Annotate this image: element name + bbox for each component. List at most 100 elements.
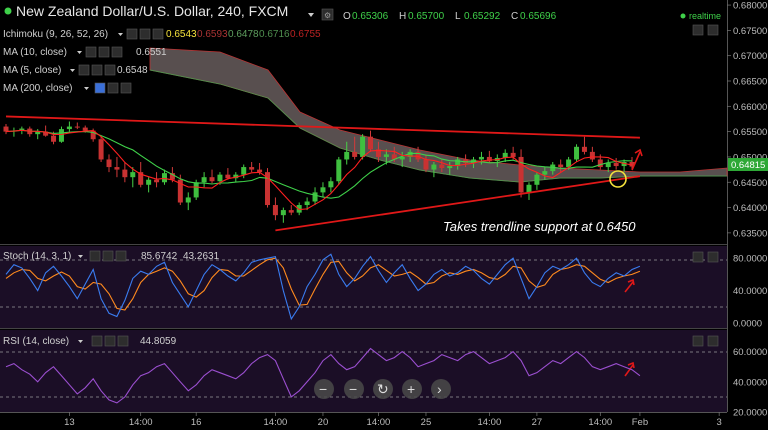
ma200-dropdown-icon[interactable] [84, 87, 89, 90]
candle-body [19, 128, 25, 131]
settings-button[interactable] [321, 8, 334, 21]
ichimoku-dropdown-icon[interactable] [118, 33, 123, 36]
candle-body [383, 154, 389, 157]
rsi-settings-button[interactable] [91, 335, 103, 347]
pane-close-button[interactable] [707, 24, 719, 36]
ichimoku-remove-button[interactable] [152, 28, 164, 40]
rsi-visibility-button[interactable] [104, 335, 116, 347]
stoch-remove-button[interactable] [115, 250, 127, 262]
time-tick-label: 14:00 [264, 417, 288, 428]
candle-body [146, 179, 152, 185]
stoch-axis[interactable]: 80.0000 40.0000 0.0000 [733, 254, 767, 330]
time-tick-label: 14:00 [367, 417, 391, 428]
zoom-in-minus-button[interactable] [344, 379, 364, 399]
pane-maximize-button[interactable] [692, 24, 704, 36]
candle-body [304, 201, 310, 206]
time-tick-label: 13 [64, 417, 75, 428]
time-axis[interactable]: 13 14:00 16 14:00 20 14:00 25 14:00 27 14:00 Feb 3 [64, 412, 722, 428]
ichimoku-value: 0.6716 [259, 29, 290, 40]
candle-body [296, 205, 302, 213]
time-tick-label: 3 [717, 417, 722, 428]
rsi-remove-button[interactable] [117, 335, 129, 347]
ichimoku-value: 0.6543 [166, 29, 197, 40]
candle-body [193, 182, 199, 198]
stoch-k-value: 85.6742 [141, 251, 178, 262]
time-tick-label: 14:00 [588, 417, 612, 428]
rsi-pane-close-button[interactable] [707, 335, 719, 347]
ma5-remove-button[interactable] [104, 64, 116, 76]
stoch-pane-maximize-button[interactable] [692, 251, 704, 263]
ma10-remove-button[interactable] [111, 46, 123, 58]
ma10-dropdown-icon[interactable] [77, 51, 82, 54]
candle-body [169, 173, 175, 180]
ichimoku-values: 0.6543 0.6593 0.6478 0.6716 0.6755 [166, 29, 321, 40]
ma5-visibility-button[interactable] [91, 64, 103, 76]
ma5-line [5, 129, 633, 211]
price-tick-label: 0.63500 [733, 228, 767, 239]
rsi-tick-label: 60.0000 [733, 347, 767, 358]
ichimoku-visibility-button[interactable] [139, 28, 151, 40]
stoch-d-line [5, 257, 641, 311]
candle-body [185, 197, 191, 203]
ma5-dropdown-icon[interactable] [70, 69, 75, 72]
stoch-pane-close-button[interactable] [707, 251, 719, 263]
candle-body [130, 172, 136, 178]
stoch-label[interactable]: Stoch (14, 3, 1) [3, 251, 71, 262]
ma10-settings-button[interactable] [85, 46, 97, 58]
trendline[interactable] [5, 115, 640, 139]
zoom-in-button[interactable] [402, 379, 422, 399]
rsi-pane-maximize-button[interactable] [692, 335, 704, 347]
candle-body [320, 187, 326, 193]
stoch-series [5, 253, 641, 321]
candle-body [114, 167, 120, 170]
stoch-dropdown-icon[interactable] [78, 255, 83, 258]
ohlc-value: 0.65700 [408, 11, 445, 22]
price-axis[interactable]: 0.68000 0.67500 0.67000 0.66500 0.66000 0.655… [727, 1, 767, 240]
candle-body [360, 136, 366, 157]
ma10-visibility-button[interactable] [98, 46, 110, 58]
candle-body [431, 164, 437, 170]
symbol-dropdown-icon[interactable] [308, 13, 314, 17]
candle-body [471, 159, 477, 164]
candle-body [478, 156, 484, 160]
rsi-label[interactable]: RSI (14, close) [3, 336, 69, 347]
candle-body [534, 174, 540, 185]
candle-body [177, 179, 183, 203]
stoch-visibility-button[interactable] [102, 250, 114, 262]
ichimoku-value: 0.6593 [197, 29, 228, 40]
zoom-in-icon: + [407, 381, 415, 397]
last-price-badge [728, 158, 768, 171]
candle-body [98, 139, 104, 160]
ma10-label[interactable]: MA (10, close) [3, 47, 67, 58]
ichimoku-label[interactable]: Ichimoku (9, 26, 52, 26) [3, 29, 108, 40]
candle-body [328, 181, 334, 188]
price-tick-label: 0.65500 [733, 127, 767, 138]
stoch-settings-button[interactable] [89, 250, 101, 262]
ohlc-readout: O 0.65306 H 0.65700 L 0.65292 C 0.65696 [343, 11, 557, 22]
ma200-settings-button[interactable] [94, 82, 106, 94]
candle-body [241, 167, 247, 175]
candle-body [415, 151, 421, 160]
ohlc-key: L [455, 11, 461, 22]
trendline[interactable] [275, 175, 641, 232]
candle-body [589, 151, 595, 160]
rsi-dropdown-icon[interactable] [78, 340, 83, 343]
symbol-title[interactable]: New Zealand Dollar/U.S. Dollar, 240, FXC… [16, 3, 288, 19]
ma200-remove-button[interactable] [120, 82, 132, 94]
candle-body [264, 172, 270, 206]
candle-body [368, 136, 374, 150]
ma200-visibility-button[interactable] [107, 82, 119, 94]
candle-body [344, 151, 350, 160]
candle-body [629, 162, 635, 167]
scroll-right-button[interactable] [431, 379, 451, 399]
zoom-out-button[interactable] [314, 379, 334, 399]
candle-body [542, 171, 548, 175]
rsi-axis[interactable]: 60.0000 40.0000 20.0000 [733, 347, 767, 418]
ma200-label[interactable]: MA (200, close) [3, 83, 72, 94]
ichimoku-settings-button[interactable] [126, 28, 138, 40]
ma5-label[interactable]: MA (5, close) [3, 65, 61, 76]
ma5-settings-button[interactable] [78, 64, 90, 76]
reset-button[interactable] [373, 379, 393, 399]
candle-body [352, 151, 358, 157]
